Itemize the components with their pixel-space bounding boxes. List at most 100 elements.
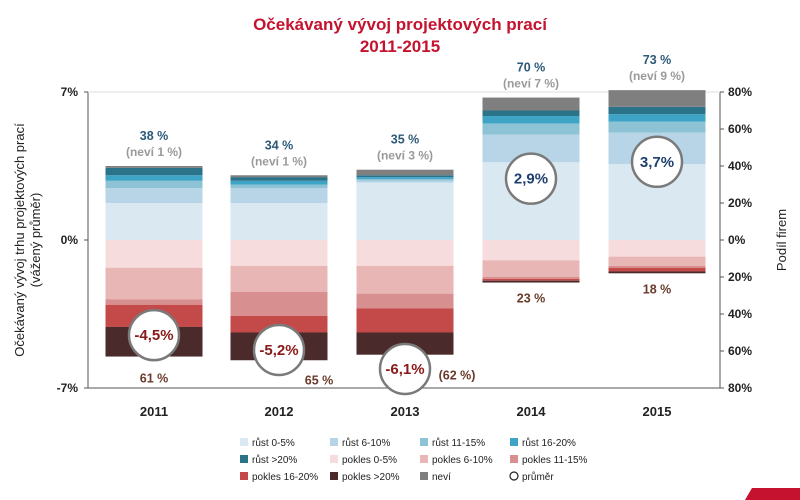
category-label: 2012 <box>265 404 294 419</box>
bar-2011-pos-1 <box>105 188 203 203</box>
category-label: 2013 <box>391 404 420 419</box>
legend-label: růst 16-20% <box>522 437 576 449</box>
bar-2011-pos-4 <box>105 167 203 176</box>
legend-label: průměr <box>522 471 554 483</box>
bar-2012-pos-3 <box>230 180 328 185</box>
left-tick-label: 0% <box>61 233 79 247</box>
bar-2011-neg-2 <box>105 299 203 305</box>
legend-swatch <box>420 472 428 480</box>
legend-label: pokles >20% <box>342 472 400 483</box>
legend-label: pokles 0-5% <box>342 455 397 466</box>
category-labels-group: 2011 2012 2013 2014 2015 <box>140 404 672 419</box>
averages-group: -4,5% -5,2% -6,1% 2,9% 3,7% <box>127 135 684 396</box>
legend-swatch <box>240 438 248 446</box>
bar-2013-pos-1 <box>356 180 454 183</box>
legend-label: pokles 11-15% <box>522 455 588 466</box>
bar-2015-pos-3 <box>608 114 706 122</box>
share-negative-label: 61 % <box>140 372 169 386</box>
average-label: -4,5% <box>134 327 173 344</box>
legend-symbol-average <box>509 471 519 481</box>
legend-label: růst 0-5% <box>252 437 295 449</box>
bar-2012-neg-2 <box>230 291 328 316</box>
average-label: -5,2% <box>259 342 298 359</box>
bar-2012-pos-0 <box>230 203 328 240</box>
bar-2013-pos-5 <box>356 169 454 176</box>
bar-2015-neg-1 <box>608 256 706 266</box>
category-label: 2015 <box>643 404 672 419</box>
labels-group: 38 % (neví 1 %) 61 % 34 % (neví 1 %) 65 % 35 %… <box>126 53 685 387</box>
average-label: 2,9% <box>514 171 548 188</box>
legend-label: růst 6-10% <box>342 437 390 449</box>
left-tick-label: -7% <box>57 381 79 395</box>
bar-2013-neg-0 <box>356 240 454 266</box>
right-tick-label: 40% <box>728 159 752 173</box>
legend-swatch <box>330 438 338 446</box>
dontknow-label: (neví 3 %) <box>377 149 433 163</box>
bar-2011-neg-0 <box>105 240 203 268</box>
share-negative-label: 65 % <box>305 373 334 387</box>
category-label: 2011 <box>140 404 168 419</box>
bar-2012-neg-1 <box>230 265 328 292</box>
bar-2012-neg-0 <box>230 240 328 266</box>
chart-title-line2: 2011-2015 <box>360 37 440 56</box>
bar-2015-neg-4 <box>608 271 706 274</box>
bar-2014-pos-4 <box>482 110 580 117</box>
share-positive-label: 70 % <box>517 61 546 75</box>
right-tick-label: 20% <box>728 270 752 284</box>
bar-2014-neg-3 <box>482 278 580 281</box>
left-tick-label: 7% <box>61 85 79 99</box>
bar-2013-neg-1 <box>356 265 454 294</box>
legend-swatch <box>240 455 248 463</box>
share-negative-label: (62 %) <box>439 369 476 383</box>
bar-2013-neg-2 <box>356 293 454 309</box>
average-label: 3,7% <box>640 154 674 171</box>
bar-2013-pos-4 <box>356 175 454 178</box>
bar-2012-pos-2 <box>230 184 328 189</box>
right-tick-label: 80% <box>728 85 752 99</box>
share-positive-label: 34 % <box>265 138 294 152</box>
chart-title-line1: Očekávaný vývoj projektových prací <box>253 15 548 34</box>
legend-swatch <box>420 438 428 446</box>
legend-label: růst >20% <box>252 454 297 466</box>
bar-2011-pos-2 <box>105 180 203 189</box>
legend-swatch <box>510 438 518 446</box>
bar-2011-pos-3 <box>105 175 203 181</box>
dontknow-label: (neví 7 %) <box>503 77 559 91</box>
bars-group <box>105 90 706 361</box>
bar-2013-pos-3 <box>356 177 454 179</box>
bar-2014-pos-5 <box>482 97 580 111</box>
bar-2013-pos-2 <box>356 178 454 181</box>
bar-2011-pos-5 <box>105 166 203 168</box>
bar-2014-neg-2 <box>482 277 580 279</box>
dontknow-label: (neví 9 %) <box>629 69 685 83</box>
left-axis-label-line2: (vážený průměr) <box>28 193 43 288</box>
corner-accent <box>745 488 800 500</box>
share-negative-label: 23 % <box>517 292 546 306</box>
bar-2014-neg-1 <box>482 260 580 277</box>
bar-2014-pos-3 <box>482 116 580 124</box>
share-negative-label: 18 % <box>643 282 672 296</box>
left-ticks-group: 7% 0% -7% <box>57 85 88 395</box>
share-positive-label: 38 % <box>140 129 169 143</box>
bar-2015-neg-3 <box>608 267 706 272</box>
bar-2012-pos-5 <box>230 175 328 178</box>
legend: růst 0-5% růst 6-10% růst 11-15% růst 16-20… <box>240 437 588 483</box>
legend-label: pokles 16-20% <box>252 472 318 483</box>
bar-2011-pos-0 <box>105 203 203 240</box>
right-tick-label: 60% <box>728 122 752 136</box>
legend-swatch <box>510 455 518 463</box>
bar-2015-pos-4 <box>608 106 706 115</box>
dontknow-label: (neví 1 %) <box>251 154 307 168</box>
average-marker <box>630 135 684 189</box>
average-marker <box>504 152 558 205</box>
right-tick-label: 80% <box>728 381 752 395</box>
average-marker <box>252 323 306 377</box>
share-positive-label: 73 % <box>643 53 672 67</box>
legend-swatch <box>420 455 428 463</box>
legend-swatch <box>330 472 338 480</box>
left-axis-label-line1: Očekávaný vývoj trhu projektových prací <box>12 123 27 357</box>
dontknow-label: (neví 1 %) <box>126 145 182 159</box>
legend-label: růst 11-15% <box>432 437 485 449</box>
bar-2014-pos-2 <box>482 123 580 135</box>
